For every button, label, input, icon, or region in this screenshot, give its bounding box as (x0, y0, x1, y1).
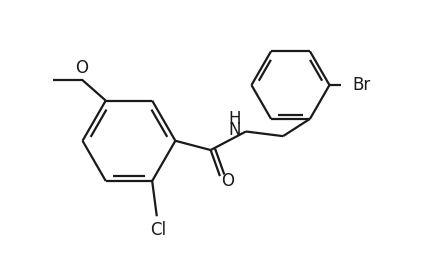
Text: Br: Br (352, 76, 370, 94)
Text: H: H (228, 110, 240, 128)
Text: methoxy: methoxy (0, 71, 72, 89)
Text: O: O (220, 172, 233, 190)
Text: N: N (228, 121, 240, 139)
Text: O: O (75, 59, 88, 77)
Text: Cl: Cl (150, 221, 166, 239)
